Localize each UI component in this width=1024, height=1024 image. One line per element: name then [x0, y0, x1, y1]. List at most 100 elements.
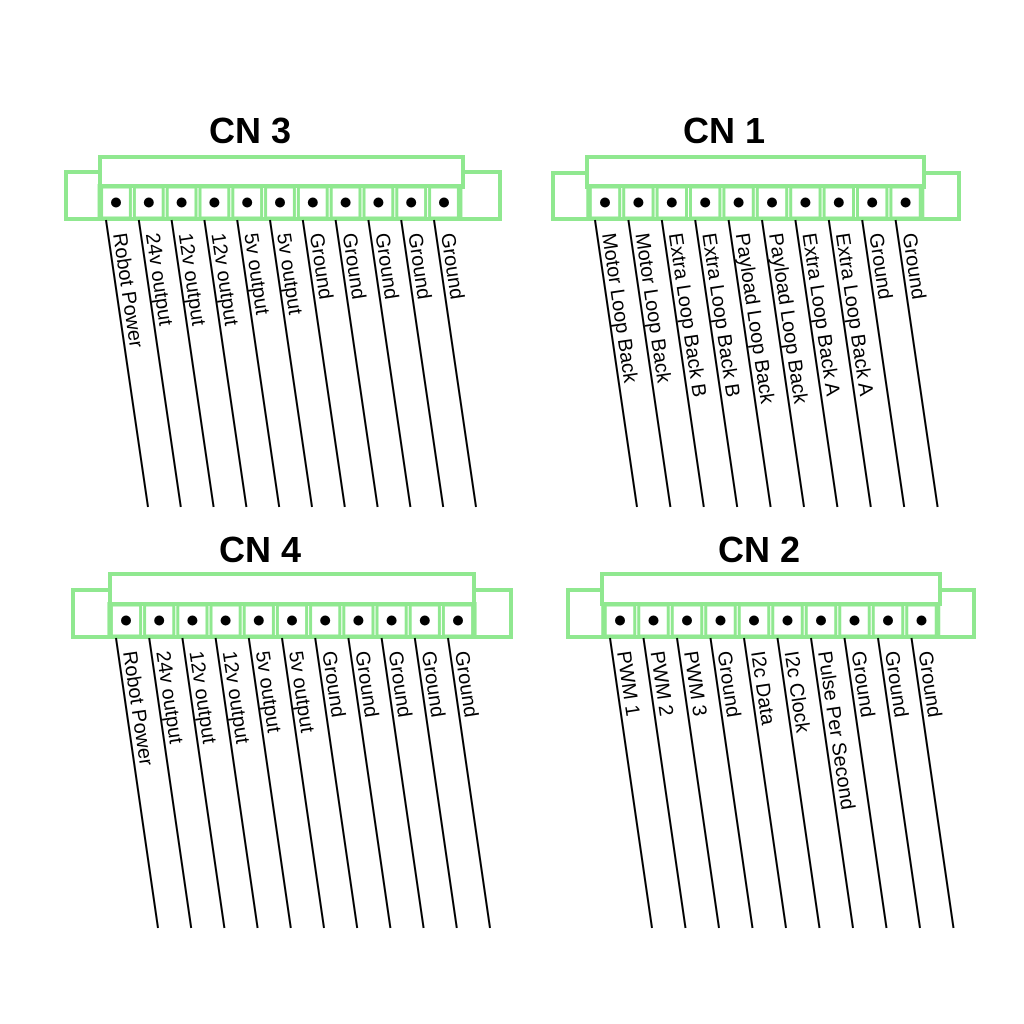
cn4-wire-8 [347, 637, 392, 929]
cn1-pin-6 [767, 197, 777, 208]
cn3-pin-label-8: Ground [338, 231, 370, 300]
cn4-pin-label-1: Robot Power [118, 649, 157, 767]
cn1-wire-5 [727, 219, 772, 508]
cn2-wire-1 [609, 637, 653, 929]
cn1-housing-top [585, 155, 926, 189]
cn4-wire-3 [181, 637, 226, 929]
cn2-wire-7 [810, 637, 854, 929]
cn2-pin-5 [749, 615, 759, 626]
cn4-pin-7 [320, 615, 331, 626]
cn1-pin-7 [800, 197, 811, 208]
cn4-pin-label-8: Ground [350, 649, 382, 718]
cn2-pin-6 [782, 615, 793, 626]
cn1-pin-8 [833, 197, 844, 208]
cn2-title: CN 2 [718, 529, 800, 570]
cn2-pin-label-9: Ground [880, 649, 912, 718]
cn1-pin-cell-9 [856, 185, 889, 220]
cn2-wire-10 [910, 637, 955, 929]
cn4-pin-label-2: 24v output [151, 649, 187, 745]
cn4-pin-cell-2 [143, 603, 176, 638]
cn4-pin-1 [121, 615, 131, 626]
cn2-pin-2 [648, 615, 659, 626]
cn4-pin-label-7: Ground [317, 649, 349, 718]
cn1-pin-2 [633, 197, 644, 208]
cn2-wire-9 [877, 637, 921, 929]
cn2-pin-label-8: Ground [847, 649, 879, 718]
cn2-wire-3 [676, 637, 720, 929]
cn3-pin-10 [406, 197, 417, 208]
cn4-wire-10 [413, 637, 458, 929]
cn3-wire-9 [367, 219, 412, 508]
cn2-pin-cell-2 [637, 603, 670, 638]
cn4-pin-label-11: Ground [450, 649, 482, 718]
cn4-wire-2 [148, 637, 193, 929]
cn4-pin-10 [419, 615, 430, 626]
cn1-wire-1 [594, 219, 638, 508]
cn2-pin-9 [883, 615, 893, 626]
cn4-pin-label-4: 12v output [218, 649, 254, 745]
cn3-wire-3 [170, 219, 215, 508]
cn1-pin-4 [700, 197, 711, 208]
cn2-pin-8 [849, 615, 860, 626]
cn2-housing-top [600, 572, 942, 606]
cn2-pin-label-2: PWM 2 [646, 649, 677, 717]
cn3-pin-7 [307, 197, 318, 208]
cn3-wire-6 [269, 219, 313, 508]
cn2-pin-cell-8 [838, 603, 871, 638]
cn4-pin-11 [453, 615, 463, 626]
cn4-pin-9 [386, 615, 397, 626]
cn1-pin-label-9: Ground [864, 231, 896, 300]
cn1-wire-3 [660, 219, 705, 508]
cn3-pin-6 [275, 197, 285, 208]
cn2-pin-label-4: Ground [713, 649, 745, 718]
cn1-wire-9 [861, 219, 906, 508]
cn2-pin-label-1: PWM 1 [612, 649, 643, 717]
cn4-wire-5 [247, 637, 292, 929]
cn4-wire-4 [214, 637, 259, 929]
cn1-wire-8 [827, 219, 872, 508]
cn1-wire-2 [627, 219, 672, 508]
cn1-pin-label-10: Ground [898, 231, 930, 300]
cn3-pin-label-4: 12v output [206, 231, 242, 327]
cn1-title: CN 1 [683, 110, 765, 151]
cn1-pin-9 [867, 197, 878, 208]
cn4-wire-1 [115, 637, 159, 929]
cn4-pin-3 [187, 615, 198, 626]
cn3-wire-2 [137, 219, 182, 508]
cn4-pin-4 [220, 615, 231, 626]
cn2-wire-2 [642, 637, 687, 929]
cn3-wire-8 [334, 219, 379, 508]
cn1-pin-3 [666, 197, 677, 208]
cn2-wire-8 [843, 637, 888, 929]
cn3-pin-3 [176, 197, 187, 208]
cn4-pin-6 [287, 615, 297, 626]
cn3-pin-label-3: 12v output [174, 231, 210, 327]
cn1-wire-6 [761, 219, 805, 508]
cn4-wire-7 [314, 637, 359, 929]
cn3-pin-2 [143, 197, 154, 208]
cn4-wire-11 [447, 637, 491, 929]
cn4-pin-cell-7 [309, 603, 342, 638]
cn1-pin-5 [733, 197, 744, 208]
cn2-wire-6 [776, 637, 821, 929]
cn3-wire-7 [301, 219, 346, 508]
cn2-wire-5 [743, 637, 787, 929]
cn3-pin-1 [111, 197, 121, 208]
cn3-pin-label-10: Ground [403, 231, 435, 300]
cn3-wire-1 [105, 219, 149, 508]
cn2-pin-1 [615, 615, 625, 626]
cn4-title: CN 4 [219, 529, 301, 570]
cn2-wire-4 [709, 637, 754, 929]
cn3-pin-label-7: Ground [305, 231, 337, 300]
cn1-wire-10 [894, 219, 939, 508]
cn2-pin-10 [916, 615, 927, 626]
cn4-pin-label-10: Ground [417, 649, 449, 718]
cn3-pin-label-2: 24v output [141, 231, 177, 327]
cn3-wire-10 [400, 219, 445, 508]
cn3-pin-8 [340, 197, 351, 208]
cn2-pin-7 [816, 615, 826, 626]
